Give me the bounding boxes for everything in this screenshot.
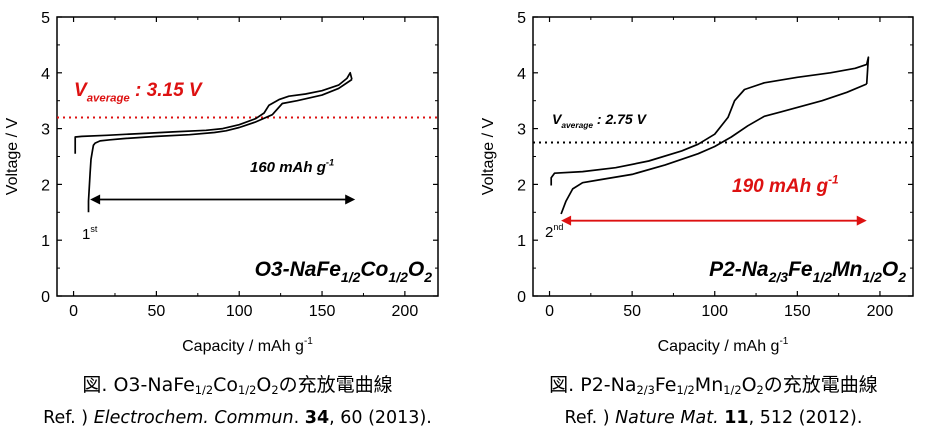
series-line-2 <box>74 71 353 154</box>
y-tick-label: 2 <box>41 177 50 194</box>
y-tick-label: 3 <box>41 122 50 139</box>
x-tick-label: 200 <box>392 303 419 320</box>
capacity-arrow-head-right <box>345 194 356 205</box>
caption-part: 2/3 <box>636 382 655 397</box>
reference-left: Ref. ) Electrochem. Commun. 34, 60 (2013… <box>0 408 475 428</box>
plot-frame <box>532 16 914 297</box>
caption-right-formula: 2/3Fe1/2Mn1/2O2の充放電曲線 <box>637 374 878 396</box>
y-tick-label: 5 <box>517 10 526 27</box>
caption-part: Fe <box>654 374 677 396</box>
cycle-label: 2nd <box>545 222 563 241</box>
reference-right-rest: , 512 (2012). <box>748 408 863 428</box>
caption-right: 図. P2-Na2/3Fe1/2Mn1/2O2の充放電曲線 <box>476 370 951 397</box>
series-line-2 <box>550 56 870 186</box>
compound-formula-label: P2-Na2/3Fe1/2Mn1/2O2 <box>709 258 906 285</box>
reference-left-prefix: Ref. ) <box>43 408 94 428</box>
capacity-arrow-head-left <box>561 215 572 226</box>
reference-right: Ref. ) Nature Mat. 11, 512 (2012). <box>476 408 951 428</box>
caption-part: の充放電曲線 <box>763 374 878 396</box>
chart-panel-1: 0 50 100 150 200 0 1 2 3 4 5 Capacity / mAh g-1 Volt… <box>4 10 439 355</box>
capacity-arrow-head-right <box>856 215 867 226</box>
caption-part: の充放電曲線 <box>278 374 393 396</box>
series-line-1 <box>87 78 353 213</box>
caption-part: 1/2 <box>676 382 695 397</box>
caption-right-prefix: 図. P2-Na <box>549 374 637 396</box>
capacity-label: 190 mAh g-1 <box>732 173 839 197</box>
average-voltage-label: Vaverage : 3.15 V <box>74 80 203 105</box>
y-tick-label: 4 <box>41 66 50 83</box>
reference-left-rest: , 60 (2013). <box>329 408 432 428</box>
caption-left-formula: 1/2Co1/2O2の充放電曲線 <box>195 374 393 396</box>
reference-right-prefix: Ref. ) <box>564 408 616 428</box>
caption-part: O <box>256 374 272 396</box>
y-axis-label: Voltage / V <box>4 117 21 195</box>
x-tick-label: 50 <box>147 303 165 320</box>
y-tick-label: 0 <box>517 289 526 306</box>
reference-right-journal: Nature Mat. <box>615 408 719 428</box>
capacity-arrow-head-left <box>90 194 101 205</box>
x-tick-label: 150 <box>309 303 336 320</box>
caption-part: 2 <box>756 382 764 397</box>
y-tick-label: 3 <box>517 122 526 139</box>
caption-part: 1/2 <box>723 382 742 397</box>
caption-part: 2 <box>271 382 279 397</box>
caption-part: Co <box>213 374 239 396</box>
caption-part: Mn <box>694 374 724 396</box>
caption-part: 1/2 <box>194 382 214 397</box>
caption-left: 図. O3-NaFe1/2Co1/2O2の充放電曲線 <box>0 370 475 397</box>
cycle-label: 1st <box>82 224 98 243</box>
reference-left-dot: . <box>293 408 305 428</box>
reference-right-volume: 11 <box>724 408 749 428</box>
caption-part: 1/2 <box>238 382 257 397</box>
reference-left-journal: Electrochem. Commun <box>93 408 294 428</box>
y-tick-label: 0 <box>41 289 50 306</box>
y-tick-label: 4 <box>517 66 526 83</box>
x-tick-label: 0 <box>545 303 554 320</box>
caption-left-prefix: 図. O3-NaFe <box>82 374 195 396</box>
compound-formula-label: O3-NaFe1/2Co1/2O2 <box>255 258 433 285</box>
caption-part: O <box>741 374 757 396</box>
x-tick-label: 100 <box>701 303 728 320</box>
y-tick-label: 1 <box>41 233 50 250</box>
x-axis-label: Capacity / mAh g-1 <box>182 336 313 355</box>
y-tick-label: 5 <box>41 10 50 27</box>
x-tick-label: 50 <box>623 303 641 320</box>
x-tick-label: 100 <box>226 303 253 320</box>
plot-frame <box>56 16 439 297</box>
series-line-1 <box>560 83 868 215</box>
x-tick-label: 0 <box>69 303 78 320</box>
reference-left-volume: 34 <box>304 408 330 428</box>
chart-panel-2: 0 50 100 150 200 0 1 2 3 4 5 Capacity / mAh g-1 Volt… <box>480 10 914 355</box>
x-tick-label: 200 <box>867 303 894 320</box>
y-axis-label: Voltage / V <box>480 117 497 195</box>
capacity-label: 160 mAh g-1 <box>250 157 334 176</box>
y-tick-label: 1 <box>517 233 526 250</box>
y-tick-label: 2 <box>517 177 526 194</box>
x-tick-label: 150 <box>784 303 811 320</box>
x-axis-label: Capacity / mAh g-1 <box>658 336 789 355</box>
average-voltage-label: Vaverage : 2.75 V <box>552 111 648 130</box>
